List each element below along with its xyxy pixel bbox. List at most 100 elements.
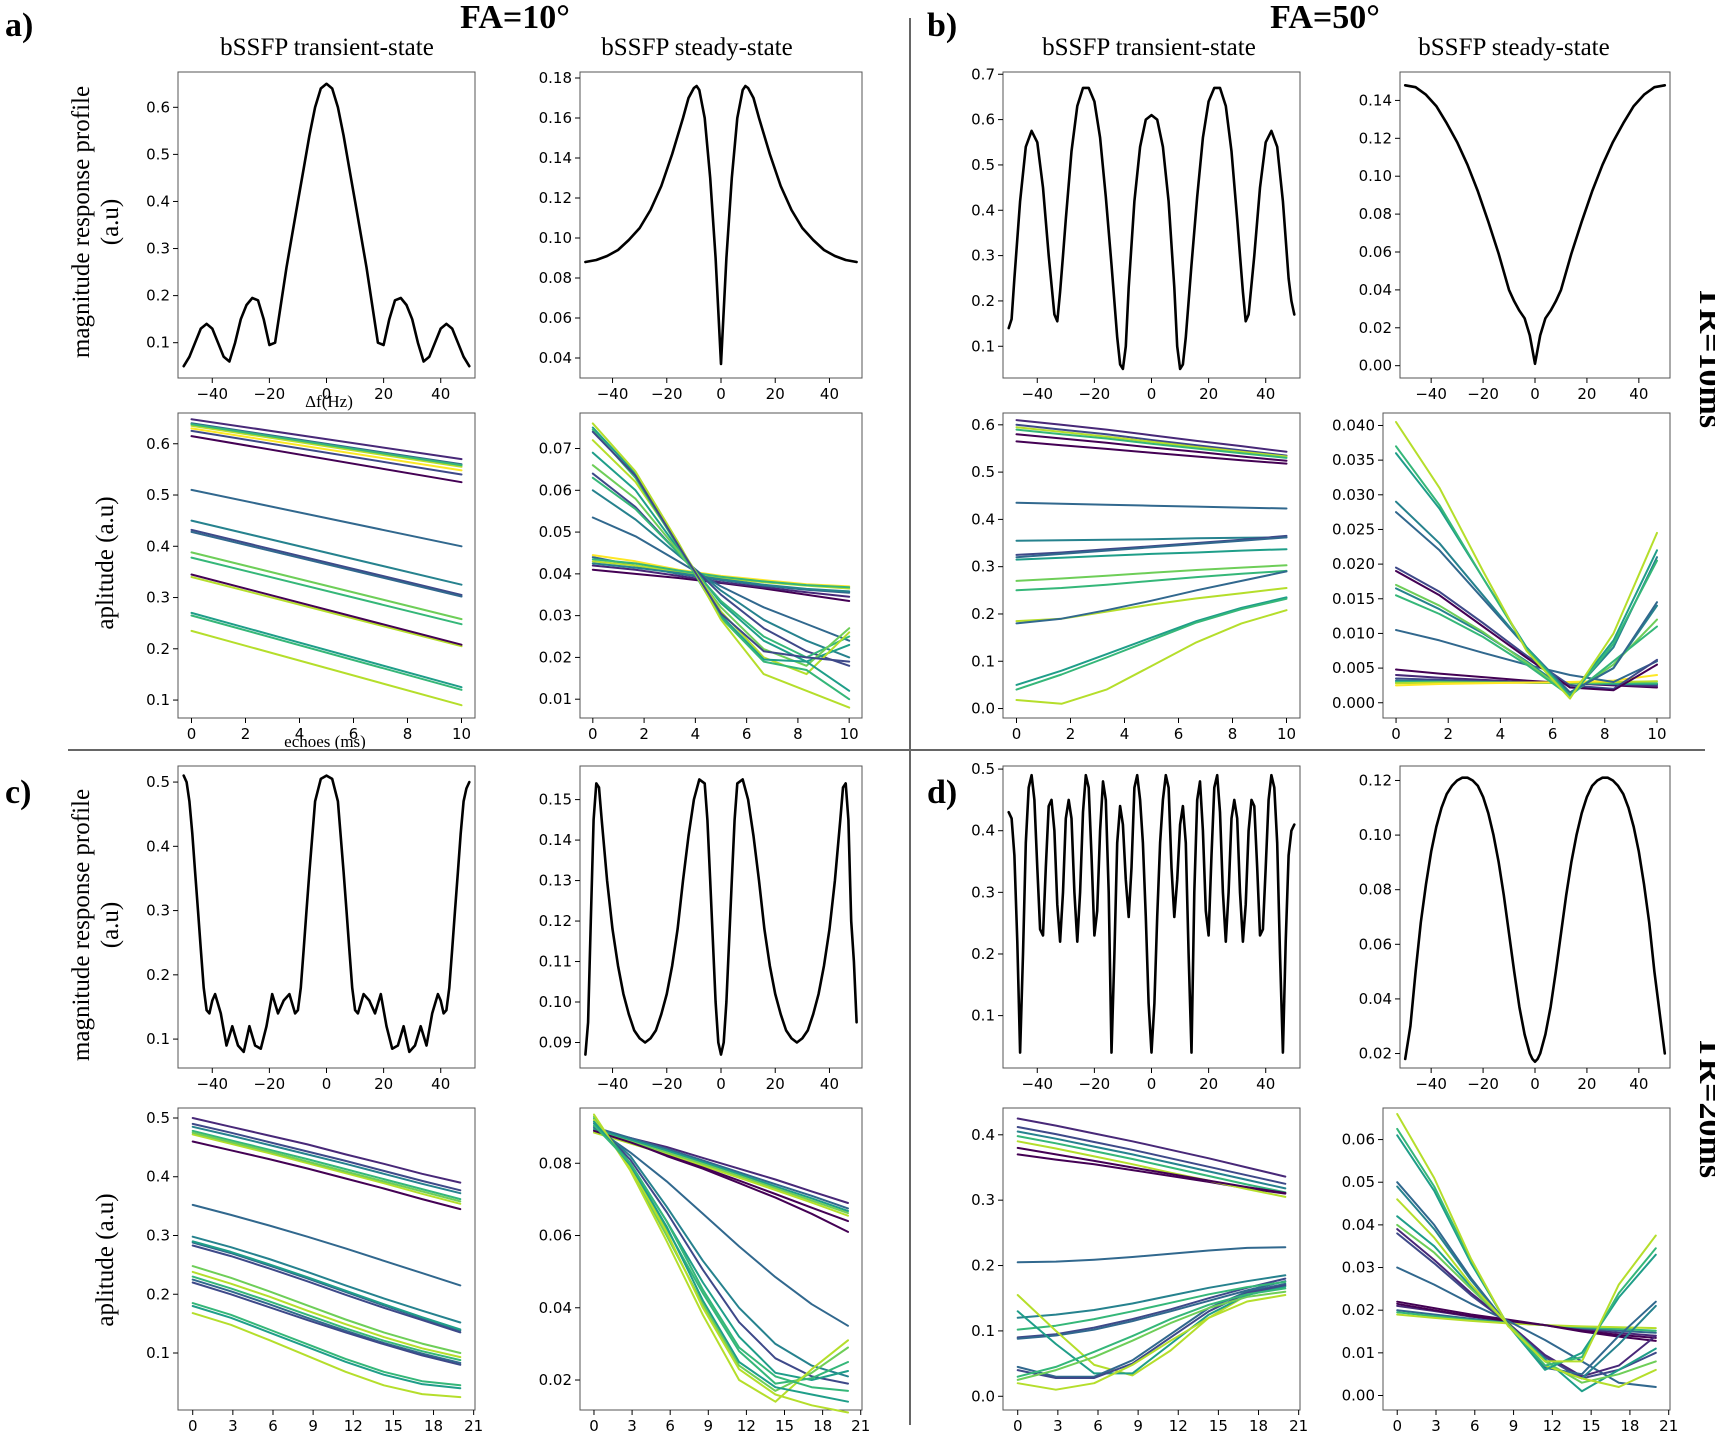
y-tick-label: 0.14: [539, 149, 572, 167]
x-tick-label: 10: [1277, 725, 1296, 743]
echo-series-line: [593, 1120, 849, 1403]
y-tick-label: 0.06: [1342, 1131, 1375, 1149]
x-tick-label: −40: [196, 1075, 228, 1093]
plot-frame: [579, 412, 863, 719]
x-tick-label: 0: [1147, 1075, 1157, 1093]
x-tick-label: −20: [1079, 385, 1111, 403]
x-tick-label: 15: [384, 1417, 403, 1433]
x-tick-label: 9: [1509, 1417, 1519, 1433]
y-tick-label: 0.010: [1332, 624, 1375, 642]
y-tick-label: 0.4: [971, 822, 995, 840]
y-tick-label: 0.04: [539, 565, 572, 583]
y-tick-label: 0.0: [971, 700, 995, 718]
x-tick-label: 4: [295, 725, 305, 743]
y-tick-label: 0.5: [971, 463, 995, 481]
fa-header-10: FA=10°: [460, 0, 570, 36]
echo-series-line: [1016, 1280, 1287, 1340]
x-tick-label: 4: [691, 725, 701, 743]
x-tick-label: −20: [254, 1075, 286, 1093]
echo-series-line: [1016, 1277, 1287, 1339]
echo-series-line: [190, 488, 463, 548]
y-tick-label: 0.01: [1342, 1344, 1375, 1362]
y-tick-label: 0.2: [146, 1285, 170, 1303]
column-title-a-steady: bSSFP steady-state: [601, 34, 792, 61]
profile-curve: [1007, 773, 1296, 1054]
plot-frame: [579, 1107, 863, 1411]
x-tick-label: 18: [813, 1417, 832, 1433]
plot-frame: [1002, 71, 1301, 379]
profile-curve: [182, 774, 471, 1054]
echo-series-line: [191, 1240, 462, 1331]
echo-series-line: [591, 464, 851, 667]
x-tick-label: 8: [1228, 725, 1238, 743]
y-tick-label: 0.015: [1332, 590, 1375, 608]
echo-series-line: [593, 1129, 849, 1223]
y-tick-label: 0.06: [1359, 243, 1392, 261]
y-tick-label: 0.1: [146, 1030, 170, 1048]
y-tick-label: 0.4: [146, 837, 170, 855]
plot-a-profile-steady: −40 −20 0 20 40 0.04 0.06 0.08 0.10 0.12 0.14 0.16 0…: [539, 69, 863, 403]
profile-curve: [1403, 776, 1667, 1063]
x-tick-label: −40: [1415, 385, 1447, 403]
x-tick-label: −20: [1467, 1075, 1499, 1093]
y-tick-label: 0.5: [971, 760, 995, 778]
y-tick-label: 0.14: [539, 831, 572, 849]
x-tick-label: 3: [1053, 1417, 1063, 1433]
y-tick-label: 0.12: [539, 912, 572, 930]
y-tick-label: 0.2: [146, 640, 170, 658]
plot-frame: [177, 412, 476, 719]
y-tick-label: 0.02: [1359, 319, 1392, 337]
plot-frame: [1002, 412, 1301, 719]
y-tick-label: 0.030: [1332, 486, 1375, 504]
echo-series-line: [1015, 564, 1288, 582]
y-tick-label: 0.06: [539, 309, 572, 327]
x-tick-label: 20: [766, 385, 785, 403]
y-tick-label: 0.06: [539, 481, 572, 499]
echo-series-line: [591, 426, 851, 692]
echo-series-line: [1396, 1127, 1657, 1367]
echo-series-line: [1016, 1294, 1287, 1391]
plot-a-profile-transient: −40 −20 0 20 40 0.1 0.2 0.3 0.4 0.5 0.6: [146, 71, 476, 403]
y-tick-label: 0.02: [1359, 1045, 1392, 1063]
x-tick-label: 40: [1629, 385, 1648, 403]
plot-frame: [1399, 71, 1671, 379]
echo-series-line: [593, 1128, 849, 1212]
plot-frame: [1002, 1107, 1301, 1411]
echo-series-line: [1396, 1302, 1657, 1339]
plot-frame: [1382, 412, 1671, 719]
xlabel-profile: Δf(Hz): [305, 392, 353, 411]
x-tick-label: 2: [241, 725, 251, 743]
panel-letter-a: a): [5, 7, 33, 44]
x-tick-label: −40: [1021, 1075, 1053, 1093]
y-tick-label: 0.01: [539, 690, 572, 708]
x-tick-label: 8: [1600, 725, 1610, 743]
y-tick-label: 0.3: [146, 902, 170, 920]
y-tick-label: 0.06: [539, 1227, 572, 1245]
x-tick-label: 15: [1209, 1417, 1228, 1433]
profile-curve: [182, 82, 471, 368]
y-tick-label: 0.4: [971, 1126, 995, 1144]
x-tick-label: 0: [188, 1417, 198, 1433]
plot-c-profile-steady: −40 −20 0 20 40 0.09 0.10 0.11 0.12 0.13 0.14 0.15: [539, 765, 863, 1093]
y-tick-label: 0.3: [971, 1191, 995, 1209]
y-tick-label: 0.2: [971, 605, 995, 623]
echo-series-line: [191, 1117, 462, 1184]
y-tick-label: 0.025: [1332, 520, 1375, 538]
y-tick-label: 0.2: [971, 1257, 995, 1275]
x-tick-label: 0: [1013, 1417, 1023, 1433]
x-tick-label: 40: [431, 385, 450, 403]
echo-series-line: [191, 1133, 462, 1205]
x-tick-label: 0: [322, 385, 332, 403]
echo-series-line: [191, 1203, 462, 1287]
echo-series-line: [593, 1129, 849, 1215]
echo-series-line: [593, 1120, 849, 1385]
x-tick-label: 6: [1093, 1417, 1103, 1433]
y-tick-label: 0.06: [1359, 935, 1392, 953]
y-tick-label: 0.1: [971, 337, 995, 355]
x-tick-label: 0: [1530, 385, 1540, 403]
echo-series-line: [591, 558, 851, 589]
x-tick-label: 9: [704, 1417, 714, 1433]
echo-series-line: [591, 422, 851, 709]
x-tick-label: −40: [1415, 1075, 1447, 1093]
